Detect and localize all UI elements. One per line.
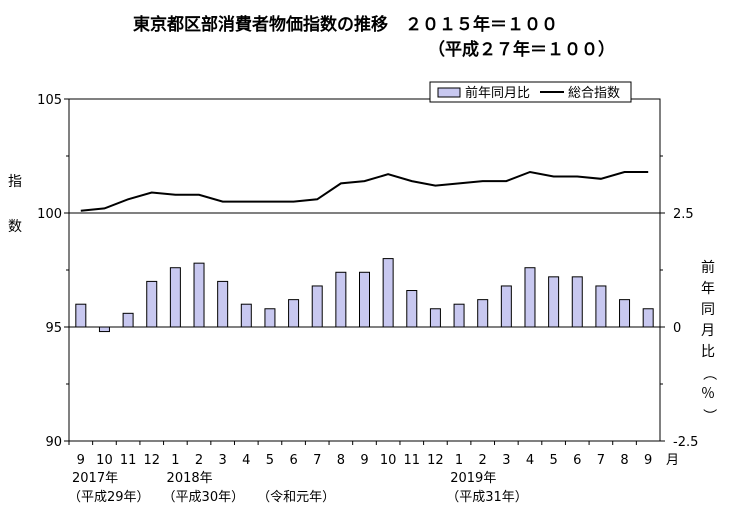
bar-20 <box>548 276 560 328</box>
year-label: 2019年 <box>450 471 496 486</box>
x-tick-label-21: 6 <box>573 453 581 468</box>
chart-title: 東京都区部消費者物価指数の推移 ２０１５年＝１００ <box>133 15 558 35</box>
x-tick-label-1: 10 <box>96 453 113 468</box>
legend-bar-label: 前年同月比 <box>465 85 530 101</box>
chart-subtitle: （平成２７年＝１００） <box>428 40 615 60</box>
year-label: 2017年 <box>72 471 118 486</box>
legend: 前年同月比 総合指数 <box>429 81 632 103</box>
left-tick-label: 95 <box>45 321 62 336</box>
x-tick-label-5: 2 <box>195 453 203 468</box>
x-tick-label-9: 6 <box>289 453 297 468</box>
era-label: （令和元年） <box>257 490 335 505</box>
bar-10 <box>311 285 323 328</box>
left-tick-label: 100 <box>37 207 62 222</box>
right-tick-label: -2.5 <box>673 435 698 450</box>
right-tick-label: 0 <box>673 321 681 336</box>
bar-24 <box>642 308 654 328</box>
x-tick-label-10: 7 <box>313 453 321 468</box>
era-label: （平成31年） <box>446 490 528 505</box>
axes <box>64 98 665 445</box>
bar-0 <box>75 303 87 328</box>
x-tick-label-7: 4 <box>242 453 250 468</box>
bar-22 <box>595 285 607 328</box>
x-tick-label-19: 4 <box>526 453 534 468</box>
x-tick-label-20: 5 <box>549 453 557 468</box>
x-tick-label-6: 3 <box>219 453 227 468</box>
x-tick-label-0: 9 <box>77 453 85 468</box>
x-tick-labels: 9 10 11 12 1 2 3 4 5 6 7 8 9 10 11 12 1 2 3 4 5 6 7 8 9 月2017年（平成… <box>68 453 679 505</box>
bar-6 <box>217 280 229 328</box>
bar-23 <box>619 299 631 328</box>
x-tick-label-3: 12 <box>143 453 160 468</box>
x-tick-label-4: 1 <box>171 453 179 468</box>
legend-bar-swatch <box>437 87 461 98</box>
x-tick-label-14: 11 <box>404 453 421 468</box>
x-tick-label-13: 10 <box>380 453 397 468</box>
year-label: 2018年 <box>167 471 213 486</box>
bar-11 <box>335 271 347 328</box>
x-tick-label-24: 9 <box>644 453 652 468</box>
x-tick-label-2: 11 <box>120 453 137 468</box>
bar-2 <box>122 312 134 328</box>
bar-5 <box>193 262 205 328</box>
bar-3 <box>146 280 158 328</box>
bar-7 <box>240 303 252 328</box>
right-tick-label: 2.5 <box>673 207 694 222</box>
era-label: （平成29年） <box>68 490 150 505</box>
left-tick-label: 90 <box>45 435 62 450</box>
left-axis-label: 指数 <box>8 174 22 235</box>
bar-21 <box>571 276 583 328</box>
line-series <box>80 170 649 212</box>
x-tick-label-12: 9 <box>360 453 368 468</box>
bar-19 <box>524 267 536 328</box>
bar-12 <box>359 271 370 328</box>
x-tick-label-22: 7 <box>597 453 605 468</box>
bar-series <box>75 258 654 333</box>
x-unit-label: 月 <box>666 453 679 468</box>
legend-box <box>429 81 632 103</box>
x-tick-label-23: 8 <box>620 453 628 468</box>
x-tick-label-15: 12 <box>427 453 444 468</box>
x-tick-label-8: 5 <box>266 453 274 468</box>
bar-1 <box>98 326 110 333</box>
left-tick-label: 105 <box>37 93 62 108</box>
bar-9 <box>288 299 300 328</box>
right-axis-label: 前年同月比（％） <box>700 260 717 423</box>
bar-4 <box>169 267 181 328</box>
bar-16 <box>453 303 465 328</box>
bar-14 <box>406 290 418 328</box>
bar-15 <box>429 308 441 328</box>
x-tick-label-16: 1 <box>455 453 463 468</box>
x-tick-label-18: 3 <box>502 453 510 468</box>
index-line <box>80 170 649 212</box>
era-label: （平成30年） <box>163 490 245 505</box>
legend-line-label: 総合指数 <box>568 86 620 101</box>
x-tick-label-11: 8 <box>337 453 345 468</box>
bar-8 <box>264 308 276 328</box>
bar-17 <box>477 299 489 328</box>
x-tick-label-17: 2 <box>479 453 487 468</box>
bar-13 <box>382 258 394 328</box>
bar-18 <box>500 285 512 328</box>
tick-labels: 105 100 95 90 2.5 0 -2.5 <box>37 93 698 450</box>
plot-frame <box>68 98 661 442</box>
